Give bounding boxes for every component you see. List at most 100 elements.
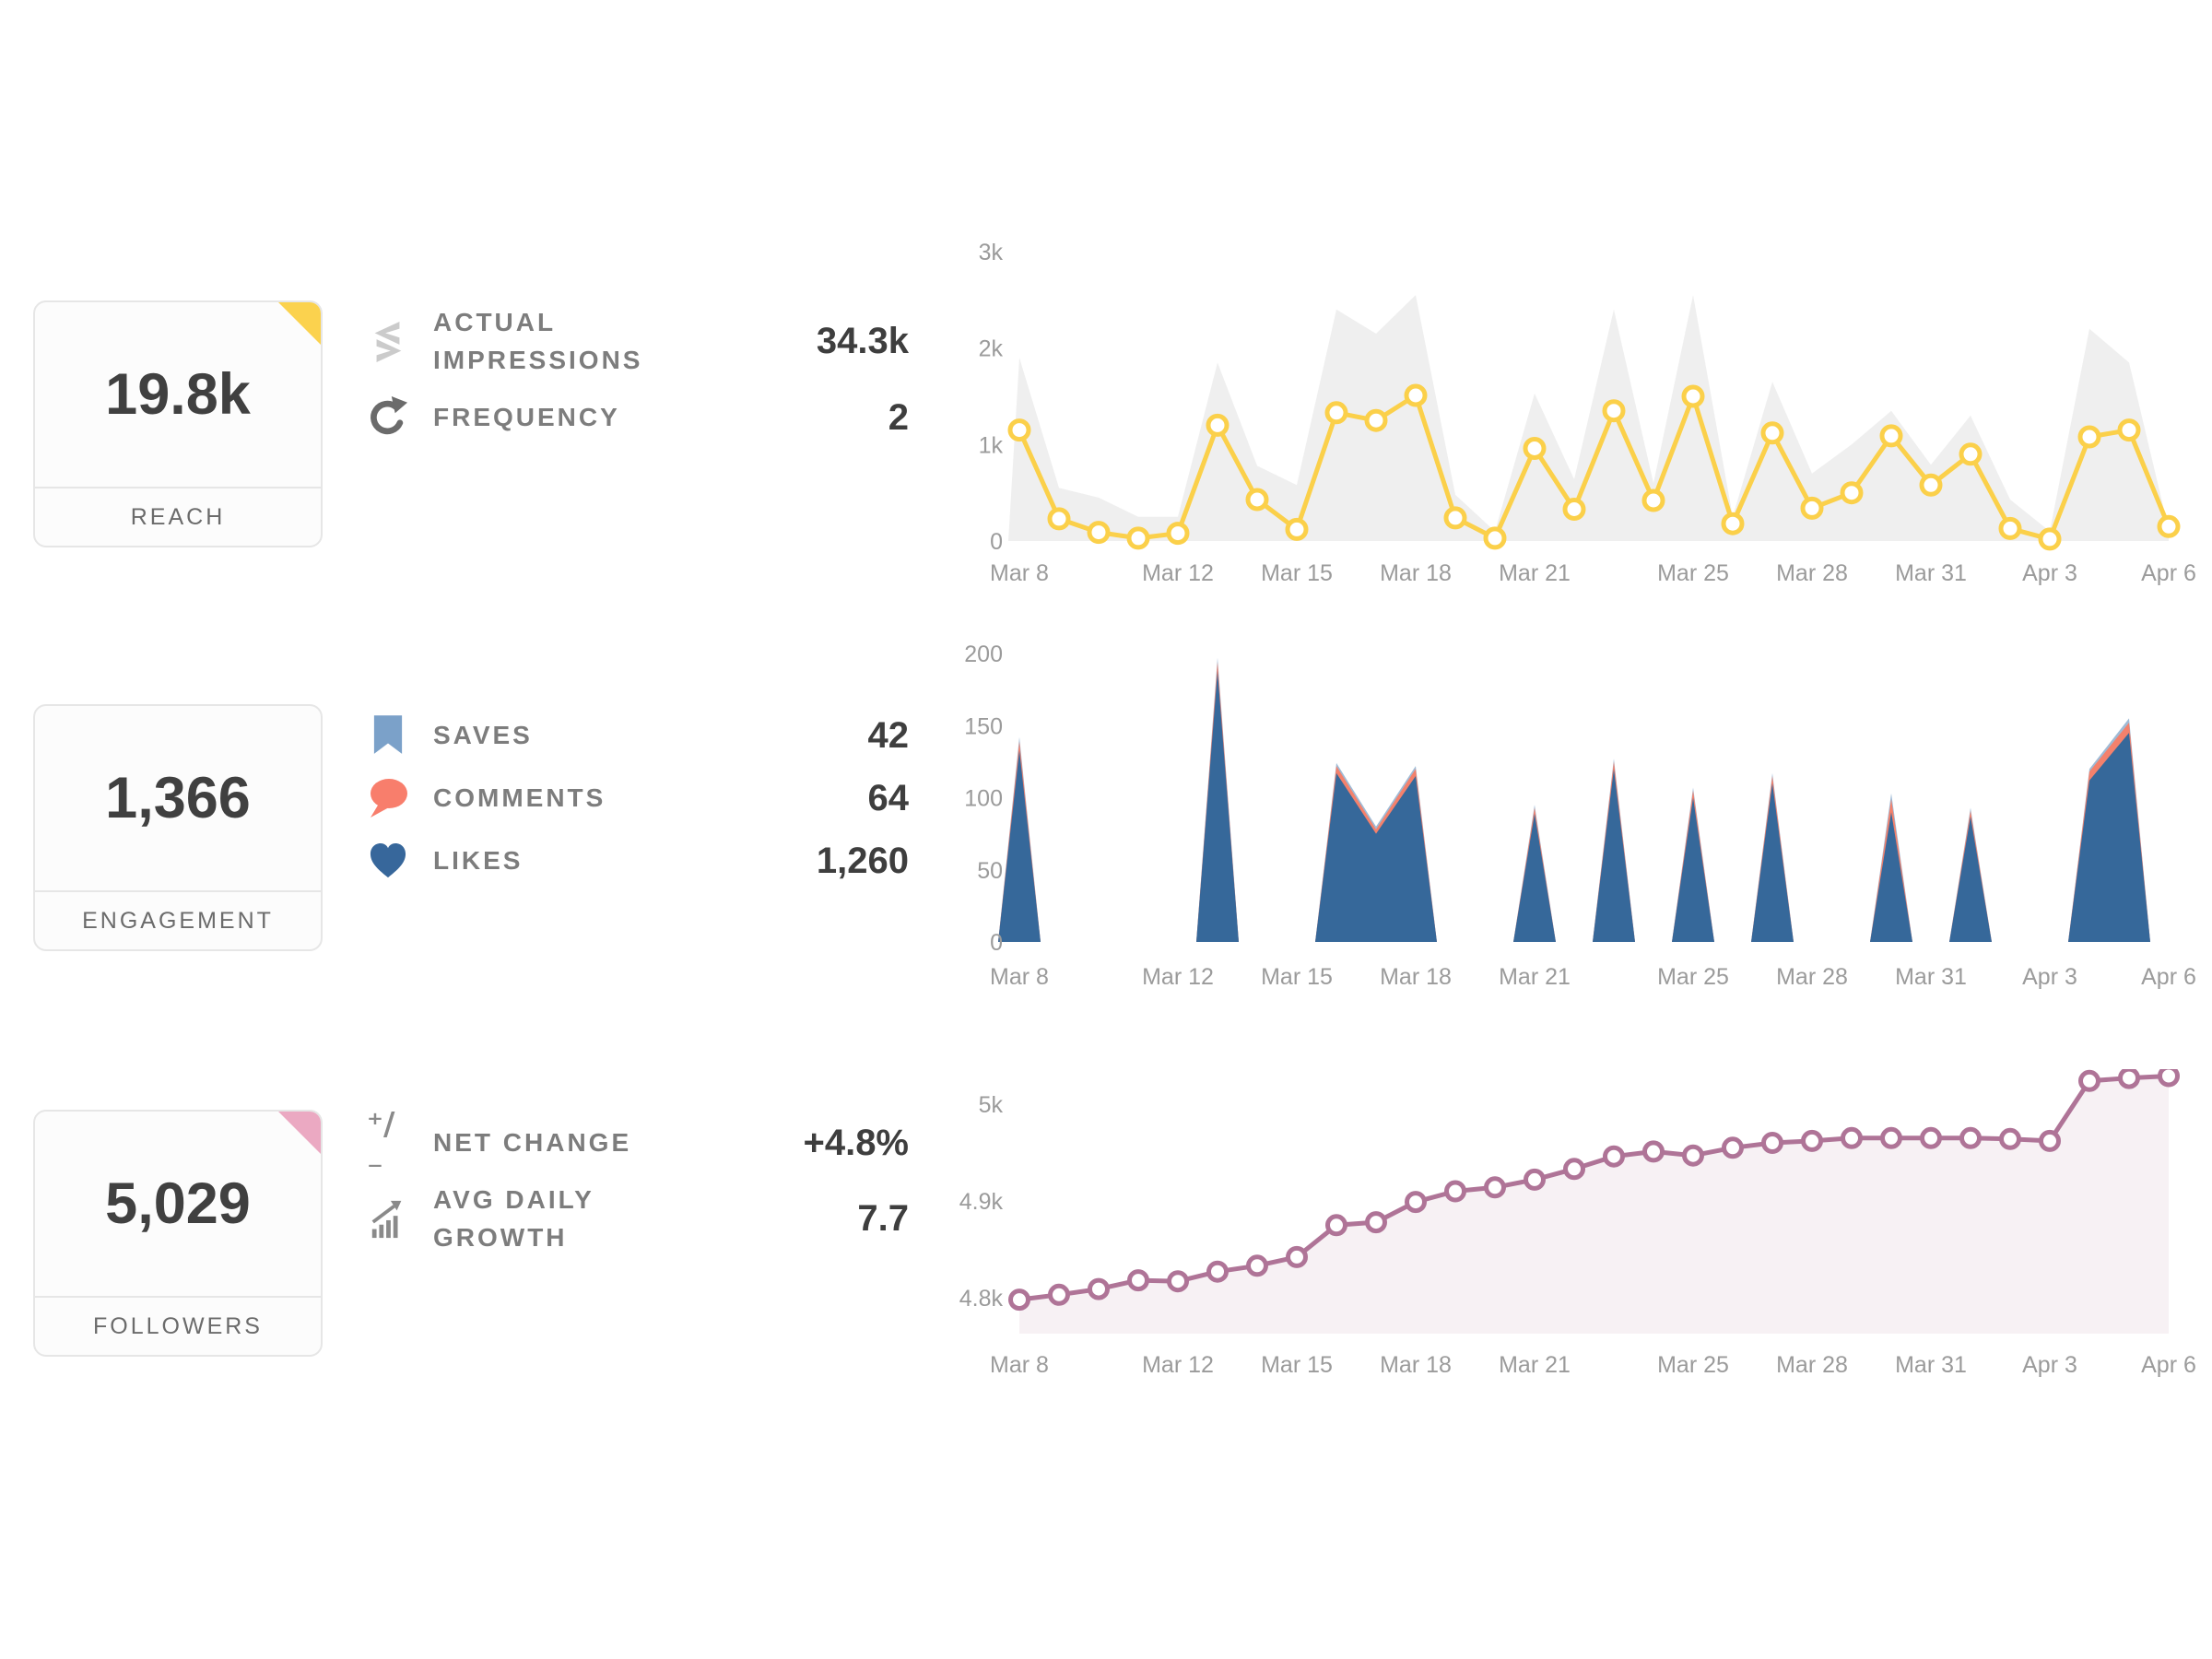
metric-row-saves: SAVES 42 xyxy=(367,712,909,759)
impressions-value: 34.3k xyxy=(816,321,909,362)
followers-label: FOLLOWERS xyxy=(93,1312,263,1339)
followers-card-band: FOLLOWERS xyxy=(35,1296,321,1355)
x-tick-label: Mar 25 xyxy=(1657,560,1729,586)
x-tick-label: Mar 15 xyxy=(1261,1352,1333,1378)
followers-markers xyxy=(1008,1065,2180,1312)
engagement-label: ENGAGEMENT xyxy=(82,907,274,934)
engagement-card-band: ENGAGEMENT xyxy=(35,890,321,949)
comments-value: 64 xyxy=(867,777,910,818)
followers-card-top: 5,029 xyxy=(35,1112,321,1296)
followers-chart-svg: 4.8k 4.9k 5k Mar 8 Mar 12 Mar 15 Mar 18 Mar 21 M… xyxy=(959,1065,2196,1378)
followers-card: 5,029 FOLLOWERS xyxy=(33,1110,323,1357)
x-tick-label: Apr 6 xyxy=(2141,1352,2196,1378)
metric-row-avg-growth: AVG DAILY GROWTH 7.7 xyxy=(367,1182,909,1256)
x-tick-label: Mar 12 xyxy=(1142,964,1214,990)
x-tick-label: Mar 31 xyxy=(1895,1352,1967,1378)
followers-value: 5,029 xyxy=(105,1171,251,1236)
x-tick-label: Apr 3 xyxy=(2022,1352,2077,1378)
metric-row-likes: LIKES 1,260 xyxy=(367,837,909,885)
x-tick-label: Mar 21 xyxy=(1499,1352,1571,1378)
y-tick-label: 0 xyxy=(990,930,1003,956)
heart-icon xyxy=(367,837,409,885)
likes-label: LIKES xyxy=(433,845,524,875)
y-tick-label: 100 xyxy=(964,786,1003,812)
y-tick-label: 2k xyxy=(979,336,1004,362)
x-tick-label: Mar 15 xyxy=(1261,560,1333,586)
engagement-card-top: 1,366 xyxy=(35,706,321,890)
x-tick-label: Mar 25 xyxy=(1657,1352,1729,1378)
metric-row-net-change: ⁺/₋ NET CHANGE +4.8% xyxy=(367,1106,909,1180)
x-tick-label: Mar 21 xyxy=(1499,964,1571,990)
engagement-value: 1,366 xyxy=(105,766,251,830)
x-tick-label: Mar 18 xyxy=(1380,560,1452,586)
followers-metrics: ⁺/₋ NET CHANGE +4.8% AVG DAILY GROWTH 7.… xyxy=(367,1106,909,1256)
avg-growth-label: AVG DAILY GROWTH xyxy=(433,1185,594,1252)
comments-label: COMMENTS xyxy=(433,782,606,812)
x-tick-label: Mar 28 xyxy=(1776,964,1848,990)
engagement-chart: 0 50 100 150 200 Mar 8 Mar 12 Mar 15 Mar 18 Mar 2… xyxy=(959,636,2212,1028)
reach-chart: 0 1k 2k 3k Mar 8 Mar 12 Mar 15 Mar 18 Mar 21 Mar … xyxy=(959,221,2212,631)
y-tick-label: 150 xyxy=(964,713,1003,739)
impressions-label: ACTUAL IMPRESSIONS xyxy=(433,308,643,374)
x-tick-label: Mar 8 xyxy=(990,560,1049,586)
x-tick-label: Apr 6 xyxy=(2141,560,2196,586)
metric-row-impressions: ACTUAL IMPRESSIONS 34.3k xyxy=(367,304,909,379)
saves-value: 42 xyxy=(867,714,910,756)
y-tick-label: 0 xyxy=(990,529,1003,555)
y-tick-label: 4.8k xyxy=(959,1286,1004,1312)
engagement-metrics: SAVES 42 COMMENTS 64 LIKES 1,260 xyxy=(367,712,909,885)
y-tick-label: 200 xyxy=(964,641,1003,667)
y-tick-label: 5k xyxy=(979,1092,1004,1118)
engagement-card: 1,366 ENGAGEMENT xyxy=(33,704,323,951)
x-tick-label: Apr 6 xyxy=(2141,964,2196,990)
followers-chart: 4.8k 4.9k 5k Mar 8 Mar 12 Mar 15 Mar 18 Mar 21 M… xyxy=(959,1065,2212,1442)
reach-card-band: REACH xyxy=(35,487,321,546)
x-tick-label: Mar 8 xyxy=(990,964,1049,990)
x-tick-label: Mar 18 xyxy=(1380,964,1452,990)
avg-growth-value: 7.7 xyxy=(857,1198,909,1240)
followers-fill xyxy=(1019,1076,2169,1334)
comment-icon xyxy=(367,774,409,822)
x-tick-label: Mar 18 xyxy=(1380,1352,1452,1378)
impressions-icon xyxy=(367,318,409,366)
frequency-icon xyxy=(367,394,409,441)
frequency-value: 2 xyxy=(888,396,909,438)
reach-metrics: ACTUAL IMPRESSIONS 34.3k FREQUENCY 2 xyxy=(367,304,909,441)
x-tick-label: Mar 28 xyxy=(1776,1352,1848,1378)
engagement-chart-svg: 0 50 100 150 200 Mar 8 Mar 12 Mar 15 Mar 18 Mar 2… xyxy=(964,641,2196,990)
x-tick-label: Mar 25 xyxy=(1657,964,1729,990)
x-tick-label: Apr 3 xyxy=(2022,560,2077,586)
likes-area xyxy=(998,670,2150,942)
y-tick-label: 1k xyxy=(979,432,1004,458)
reach-label: REACH xyxy=(130,503,226,530)
y-tick-label: 3k xyxy=(979,240,1004,265)
x-tick-label: Mar 12 xyxy=(1142,1352,1214,1378)
metric-row-frequency: FREQUENCY 2 xyxy=(367,394,909,441)
net-change-value: +4.8% xyxy=(803,1122,909,1163)
reach-value: 19.8k xyxy=(105,362,251,427)
y-tick-label: 4.9k xyxy=(959,1189,1004,1215)
reach-markers xyxy=(1007,383,2181,551)
x-tick-label: Mar 12 xyxy=(1142,560,1214,586)
net-change-label: NET CHANGE xyxy=(433,1127,632,1157)
frequency-label: FREQUENCY xyxy=(433,402,620,431)
x-tick-label: Mar 31 xyxy=(1895,560,1967,586)
x-tick-label: Mar 8 xyxy=(990,1352,1049,1378)
growth-icon xyxy=(367,1195,409,1243)
bookmark-icon xyxy=(367,712,409,759)
saves-label: SAVES xyxy=(433,720,533,749)
plus-minus-icon: ⁺/₋ xyxy=(367,1106,395,1180)
x-tick-label: Mar 21 xyxy=(1499,560,1571,586)
y-tick-label: 50 xyxy=(977,858,1003,884)
corner-fold-pink xyxy=(278,1112,321,1154)
reach-card-top: 19.8k xyxy=(35,302,321,487)
likes-value: 1,260 xyxy=(816,840,909,881)
x-tick-label: Mar 15 xyxy=(1261,964,1333,990)
x-tick-label: Apr 3 xyxy=(2022,964,2077,990)
reach-card: 19.8k REACH xyxy=(33,300,323,547)
x-tick-label: Mar 31 xyxy=(1895,964,1967,990)
metric-row-comments: COMMENTS 64 xyxy=(367,774,909,822)
reach-chart-svg: 0 1k 2k 3k Mar 8 Mar 12 Mar 15 Mar 18 Mar 21 Mar … xyxy=(979,240,2196,586)
impressions-area xyxy=(1008,295,2169,541)
